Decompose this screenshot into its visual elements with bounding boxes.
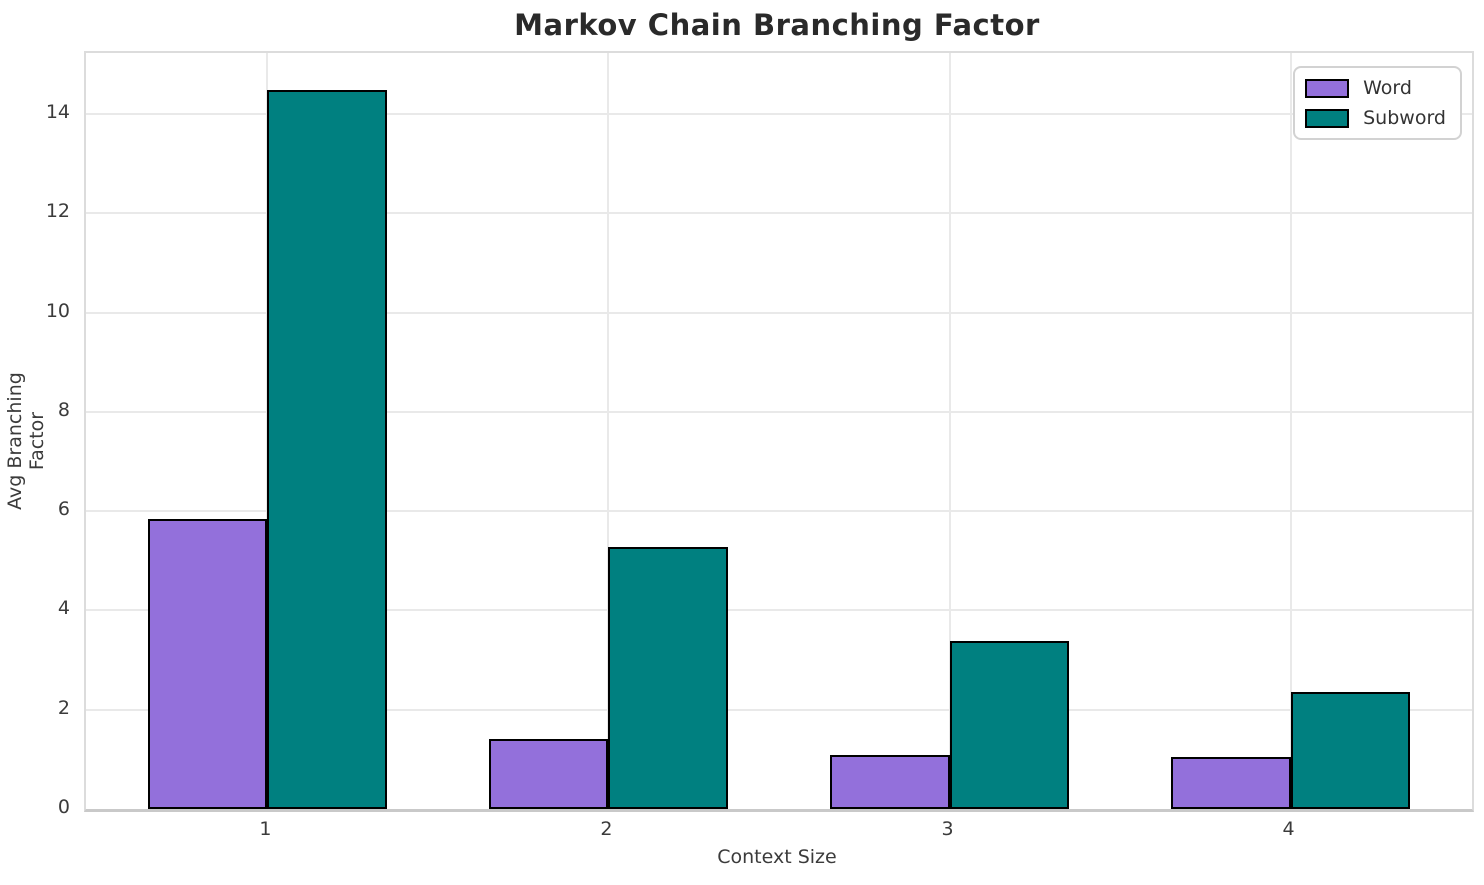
xtick-label-2: 2: [600, 818, 613, 840]
gridline-y-4: [86, 609, 1472, 612]
xtick-label-4: 4: [1282, 818, 1295, 840]
legend-label-subword: Subword: [1363, 107, 1446, 129]
gridline-y-8: [86, 410, 1472, 413]
ytick-label-6: 6: [57, 498, 70, 521]
legend-swatch-word: [1305, 78, 1350, 98]
legend-label-word: Word: [1363, 77, 1412, 99]
bar-subword-context-2: [608, 547, 728, 809]
xtick-label-3: 3: [941, 818, 954, 840]
gridline-x-4: [1289, 53, 1292, 809]
gridline-y-2: [86, 708, 1472, 711]
xtick-label-1: 1: [259, 818, 272, 840]
x-axis-label: Context Size: [717, 846, 837, 868]
ytick-label-2: 2: [57, 696, 70, 719]
gridline-y-12: [86, 212, 1472, 215]
bar-subword-context-1: [267, 90, 387, 809]
bar-word-context-2: [489, 739, 609, 809]
ytick-label-8: 8: [57, 398, 70, 421]
bar-word-context-1: [148, 518, 268, 809]
gridline-y-6: [86, 510, 1472, 513]
legend: Word Subword: [1293, 66, 1462, 140]
ytick-label-14: 14: [45, 101, 70, 124]
bar-word-context-3: [830, 754, 950, 809]
ytick-label-4: 4: [57, 597, 70, 620]
gridline-x-2: [607, 53, 610, 809]
bar-subword-context-3: [949, 640, 1069, 809]
plot-area: Word Subword: [84, 51, 1474, 812]
bar-word-context-4: [1171, 756, 1291, 809]
ytick-label-10: 10: [45, 299, 70, 322]
gridline-x-3: [948, 53, 951, 809]
legend-entry-subword: Subword: [1305, 107, 1446, 129]
gridline-y-10: [86, 311, 1472, 314]
chart-title: Markov Chain Branching Factor: [514, 8, 1040, 42]
legend-entry-word: Word: [1305, 77, 1446, 99]
ytick-label-0: 0: [57, 796, 70, 818]
bar-subword-context-4: [1290, 691, 1410, 809]
gridline-y-14: [86, 113, 1472, 116]
legend-swatch-subword: [1305, 108, 1350, 128]
ytick-label-12: 12: [45, 200, 70, 223]
